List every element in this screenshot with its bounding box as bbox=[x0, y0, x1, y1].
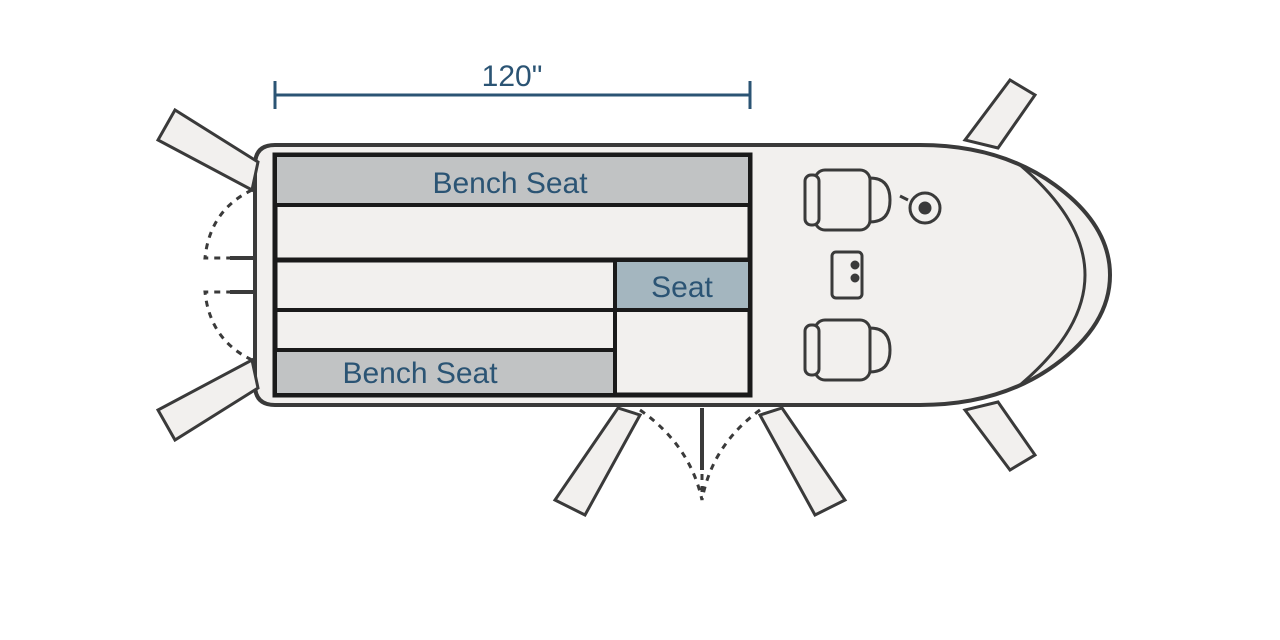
seat-label: Seat bbox=[651, 271, 713, 304]
van-floorplan: Bench Seat Seat Bench Seat bbox=[0, 0, 1280, 640]
side-doors bbox=[555, 408, 845, 515]
bench-bottom-label: Bench Seat bbox=[342, 357, 498, 390]
dimension-120in: 120" bbox=[275, 60, 750, 109]
bench-top-label: Bench Seat bbox=[432, 167, 588, 200]
seating-area: Bench Seat Seat Bench Seat bbox=[275, 155, 750, 395]
dimension-label: 120" bbox=[482, 60, 543, 93]
rear-doors bbox=[158, 110, 258, 440]
